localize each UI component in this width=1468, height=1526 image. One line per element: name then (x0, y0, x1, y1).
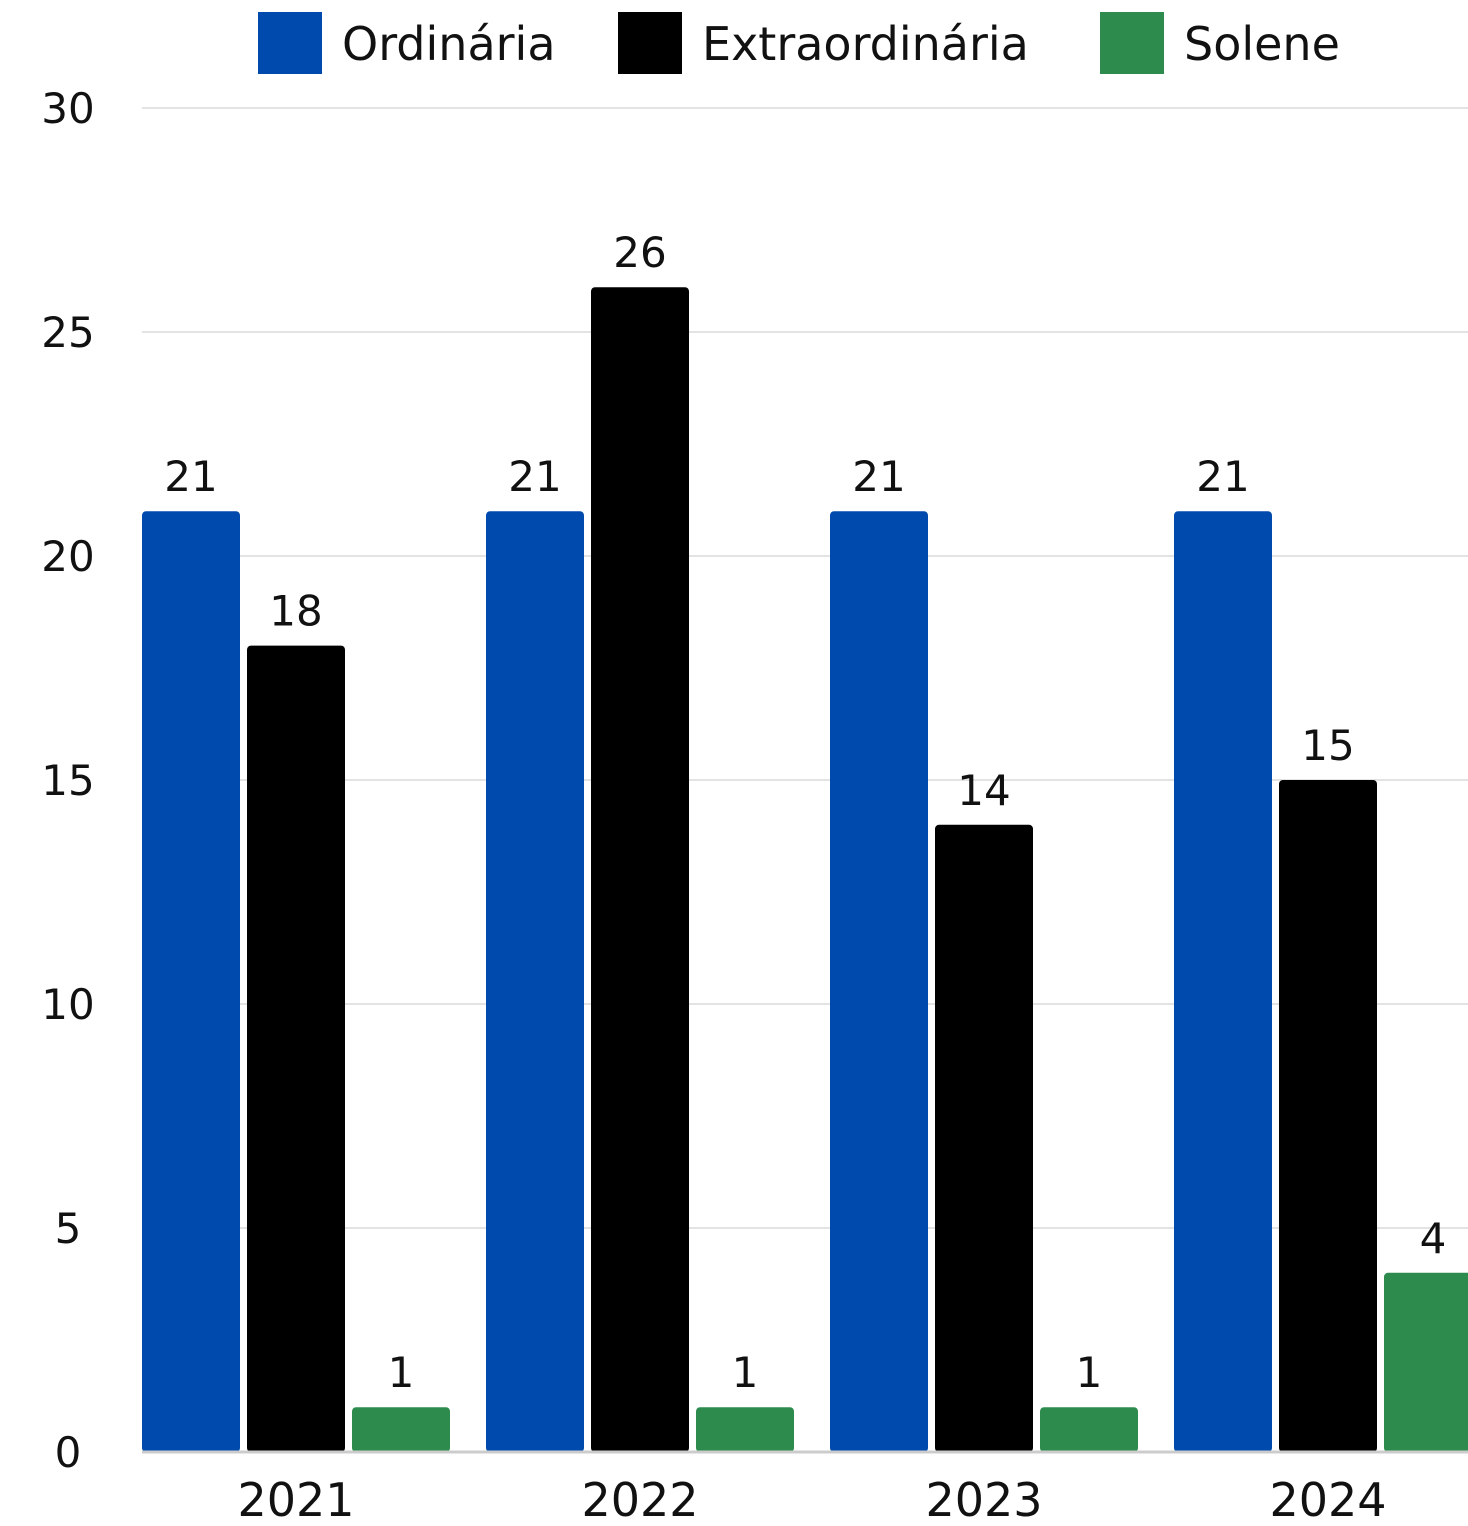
x-category-label: 2023 (925, 1473, 1042, 1526)
bar-ordinária-2022 (486, 511, 584, 1452)
data-label: 26 (613, 228, 666, 277)
y-tick-label: 25 (41, 308, 94, 357)
legend-swatch-ordinária (258, 12, 322, 74)
legend-swatch-extraordinária (618, 12, 682, 74)
bar-solene-2023 (1040, 1407, 1138, 1452)
y-tick-label: 5 (55, 1204, 82, 1253)
bar-solene-2022 (696, 1407, 794, 1452)
bar-extraordinária-2023 (935, 824, 1033, 1452)
bar-extraordinária-2024 (1279, 780, 1377, 1452)
x-category-label: 2022 (581, 1473, 698, 1526)
legend-label: Ordinária (342, 17, 556, 71)
bars (142, 287, 1468, 1453)
y-tick-label: 30 (41, 84, 94, 133)
bar-ordinária-2023 (830, 511, 928, 1452)
y-tick-label: 0 (55, 1428, 82, 1477)
y-tick-label: 20 (41, 532, 94, 581)
data-label: 1 (732, 1348, 759, 1397)
bar-extraordinária-2022 (591, 287, 689, 1453)
bar-solene-2021 (352, 1407, 450, 1452)
legend-swatch-solene (1100, 12, 1164, 74)
data-label: 21 (508, 452, 561, 501)
legend-label: Extraordinária (702, 17, 1029, 71)
y-axis-ticks: 0 5 10 15 20 25 30 (41, 84, 94, 1477)
data-labels: 21 18 1 21 26 1 21 14 1 21 15 4 (164, 228, 1446, 1397)
y-tick-label: 10 (41, 980, 94, 1029)
data-label: 14 (957, 766, 1010, 815)
data-label: 21 (852, 452, 905, 501)
bar-extraordinária-2021 (247, 645, 345, 1452)
data-label: 15 (1301, 721, 1354, 770)
data-label: 1 (1076, 1348, 1103, 1397)
x-category-label: 2024 (1269, 1473, 1386, 1526)
bar-solene-2024 (1384, 1272, 1468, 1452)
data-label: 4 (1420, 1214, 1447, 1263)
x-axis-categories: 2021 2022 2023 2024 (237, 1473, 1386, 1526)
data-label: 21 (1196, 452, 1249, 501)
legend: Ordinária Extraordinária Solene (258, 12, 1340, 74)
data-label: 21 (164, 452, 217, 501)
x-category-label: 2021 (237, 1473, 354, 1526)
data-label: 1 (388, 1348, 415, 1397)
y-tick-label: 15 (41, 756, 94, 805)
bar-ordinária-2021 (142, 511, 240, 1452)
bar-ordinária-2024 (1174, 511, 1272, 1452)
legend-label: Solene (1184, 17, 1340, 71)
data-label: 18 (269, 587, 322, 636)
